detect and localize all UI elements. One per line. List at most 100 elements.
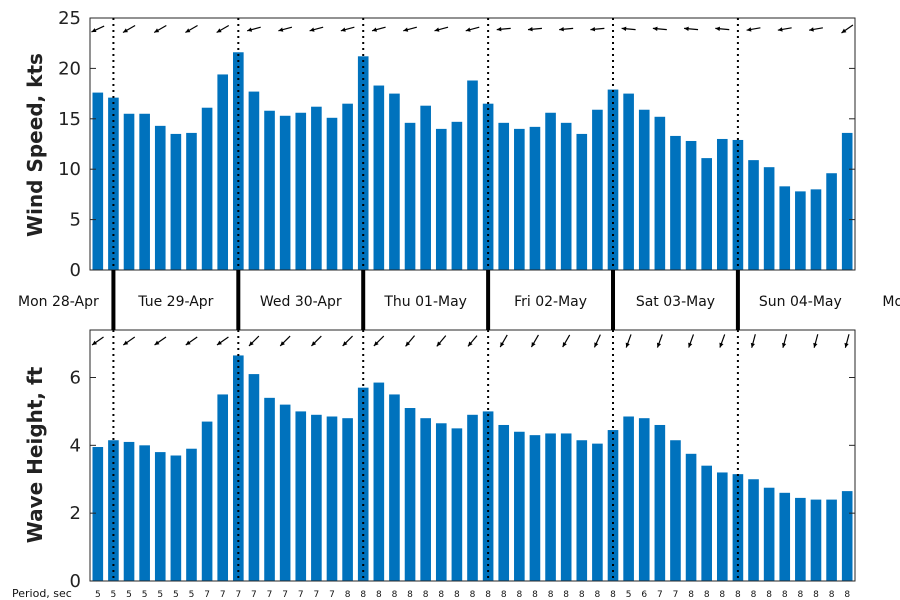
- wind-direction-arrow-head: [309, 27, 315, 32]
- wave-bar: [170, 455, 182, 581]
- wind-direction-arrow-head: [216, 28, 222, 33]
- wave-bar: [779, 492, 791, 581]
- wave-direction-arrow: [530, 334, 539, 348]
- wind-direction-arrow: [185, 24, 198, 34]
- wave-bar: [186, 448, 197, 581]
- period-label: 8: [392, 590, 398, 600]
- wind-bar: [279, 115, 291, 270]
- wind-bar: [716, 138, 728, 270]
- wave-bar: [795, 497, 806, 581]
- wave-direction-arrow: [185, 336, 198, 346]
- wave-direction-arrow: [91, 336, 104, 346]
- wave-direction-arrow: [844, 334, 850, 348]
- wave-direction-arrow-head: [625, 342, 630, 348]
- period-label: 5: [111, 590, 117, 600]
- wind-bar: [186, 132, 197, 270]
- wave-direction-arrow-head: [468, 341, 473, 347]
- wave-bar: [826, 499, 837, 581]
- wave-direction-arrow-head: [562, 342, 567, 348]
- wave-bar: [279, 404, 291, 581]
- period-label: 5: [189, 590, 195, 600]
- period-label: 8: [563, 590, 569, 600]
- wave-bar: [373, 382, 385, 581]
- wave-bar: [311, 414, 322, 581]
- wave-bar: [435, 423, 447, 581]
- wave-bar: [92, 447, 104, 581]
- wind-ytick-label: 5: [70, 210, 81, 231]
- period-label: 8: [470, 590, 476, 600]
- wave-bar: [701, 465, 712, 581]
- wave-height-axis-title: Wave Height, ft: [23, 366, 47, 543]
- period-label: 8: [766, 590, 772, 600]
- wind-direction-arrow-head: [777, 27, 783, 32]
- period-label: 8: [610, 590, 616, 600]
- period-label: 8: [704, 590, 710, 600]
- wind-bar: [514, 128, 525, 270]
- wind-bar: [748, 160, 759, 270]
- wind-bar: [342, 103, 353, 271]
- period-label: 7: [298, 590, 304, 600]
- wind-direction-arrow-head: [590, 27, 596, 32]
- wave-direction-arrow-head: [92, 340, 98, 346]
- period-label: 5: [142, 590, 148, 600]
- wave-direction-arrow: [154, 336, 167, 346]
- period-label: 6: [641, 590, 647, 600]
- wave-bar: [623, 416, 634, 581]
- period-label: 8: [423, 590, 429, 600]
- wind-bar: [201, 107, 213, 270]
- wave-direction-arrow-head: [813, 342, 818, 348]
- wind-direction-arrow-head: [185, 28, 191, 33]
- wind-bar: [623, 93, 634, 270]
- wave-direction-arrow-head: [405, 341, 411, 347]
- day-label-strip: Mon 28-Apr Tue 29-Apr Wed 30-Apr Thu 01-May…: [18, 270, 900, 330]
- wind-bar: [826, 173, 837, 270]
- wave-direction-arrow-head: [248, 341, 254, 346]
- wind-bar: [810, 189, 822, 270]
- period-label: 5: [626, 590, 632, 600]
- wind-direction-arrow: [841, 24, 854, 34]
- wave-bar: [748, 479, 759, 581]
- period-label: 5: [126, 590, 132, 600]
- wind-direction-arrow: [122, 24, 136, 34]
- wind-direction-arrow: [153, 24, 167, 34]
- wind-bar: [326, 117, 338, 271]
- wind-direction-arrow: [777, 27, 792, 32]
- wind-ytick-label: 25: [58, 8, 81, 29]
- wind-direction-arrow: [309, 26, 324, 32]
- wave-direction-arrow: [719, 334, 726, 348]
- wave-direction-arrow-head: [154, 340, 160, 346]
- wind-bar: [701, 158, 712, 270]
- wind-bar: [654, 116, 666, 270]
- wind-bar: [217, 74, 229, 270]
- wave-bar: [201, 421, 213, 581]
- wind-ytick-label: 0: [70, 260, 81, 281]
- wind-bar: [154, 125, 166, 270]
- wind-direction-arrow: [278, 26, 293, 32]
- period-label: 5: [95, 590, 101, 600]
- wind-direction-arrow-head: [465, 27, 471, 32]
- wave-bar: [139, 445, 150, 581]
- wind-bar: [435, 128, 447, 270]
- wave-direction-arrow-head: [185, 340, 191, 346]
- wind-direction-arrow: [621, 26, 636, 31]
- period-label: 7: [204, 590, 210, 600]
- period-label: 8: [751, 590, 757, 600]
- wind-bar: [420, 105, 431, 270]
- wave-direction-arrow: [499, 334, 508, 348]
- period-label: 7: [673, 590, 679, 600]
- wave-direction-arrow-head: [750, 342, 755, 348]
- wind-bar: [373, 85, 385, 270]
- wind-bar: [592, 109, 603, 270]
- wind-plot-frame: [89, 17, 856, 271]
- wind-direction-arrow: [684, 26, 699, 31]
- day-label: Tue 29-Apr: [137, 294, 213, 310]
- wave-direction-arrow-head: [781, 342, 787, 348]
- wave-direction-arrow: [122, 336, 136, 346]
- wind-direction-arrow-head: [278, 27, 284, 32]
- wind-direction-arrow-head: [247, 27, 253, 32]
- wave-direction-arrow: [405, 335, 416, 347]
- wind-direction-arrow: [746, 27, 761, 32]
- period-label: 8: [829, 590, 835, 600]
